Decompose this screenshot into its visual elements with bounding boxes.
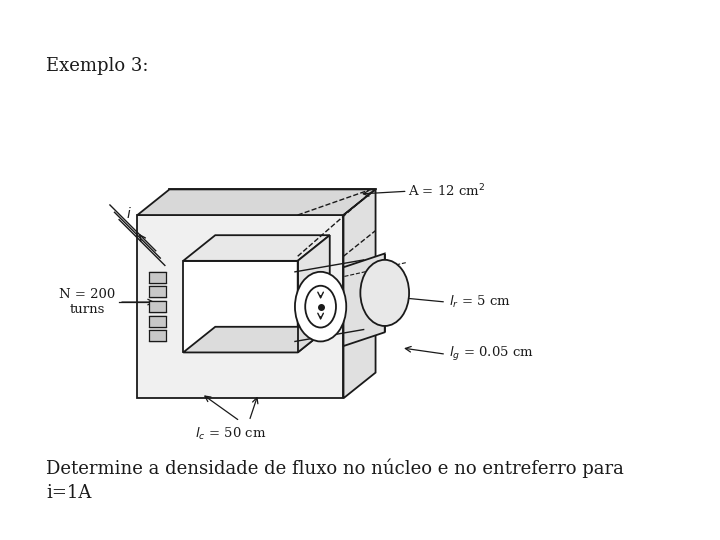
Polygon shape xyxy=(138,190,376,215)
Bar xyxy=(149,330,166,341)
Text: i: i xyxy=(126,207,130,221)
Text: N = 200
turns: N = 200 turns xyxy=(59,288,115,316)
Polygon shape xyxy=(343,190,376,398)
Bar xyxy=(149,287,166,298)
Text: $l_r$ = 5 cm: $l_r$ = 5 cm xyxy=(449,294,510,310)
Text: $l_c$ = 50 cm: $l_c$ = 50 cm xyxy=(195,426,266,442)
Polygon shape xyxy=(138,215,343,398)
Ellipse shape xyxy=(295,272,346,341)
Text: i=1A: i=1A xyxy=(46,484,91,502)
Ellipse shape xyxy=(305,286,336,328)
Polygon shape xyxy=(183,235,330,261)
Polygon shape xyxy=(297,235,330,353)
Bar xyxy=(149,316,166,327)
Ellipse shape xyxy=(360,260,409,326)
Polygon shape xyxy=(183,261,297,353)
Bar xyxy=(149,272,166,283)
Text: $l_g$ = 0.05 cm: $l_g$ = 0.05 cm xyxy=(449,345,534,363)
Polygon shape xyxy=(183,327,330,353)
Polygon shape xyxy=(343,253,384,346)
Text: A = 12 cm$^2$: A = 12 cm$^2$ xyxy=(408,183,485,199)
Text: Determine a densidade de fluxo no núcleo e no entreferro para: Determine a densidade de fluxo no núcleo… xyxy=(46,458,624,477)
Text: Exemplo 3:: Exemplo 3: xyxy=(46,57,148,75)
Bar xyxy=(149,301,166,312)
